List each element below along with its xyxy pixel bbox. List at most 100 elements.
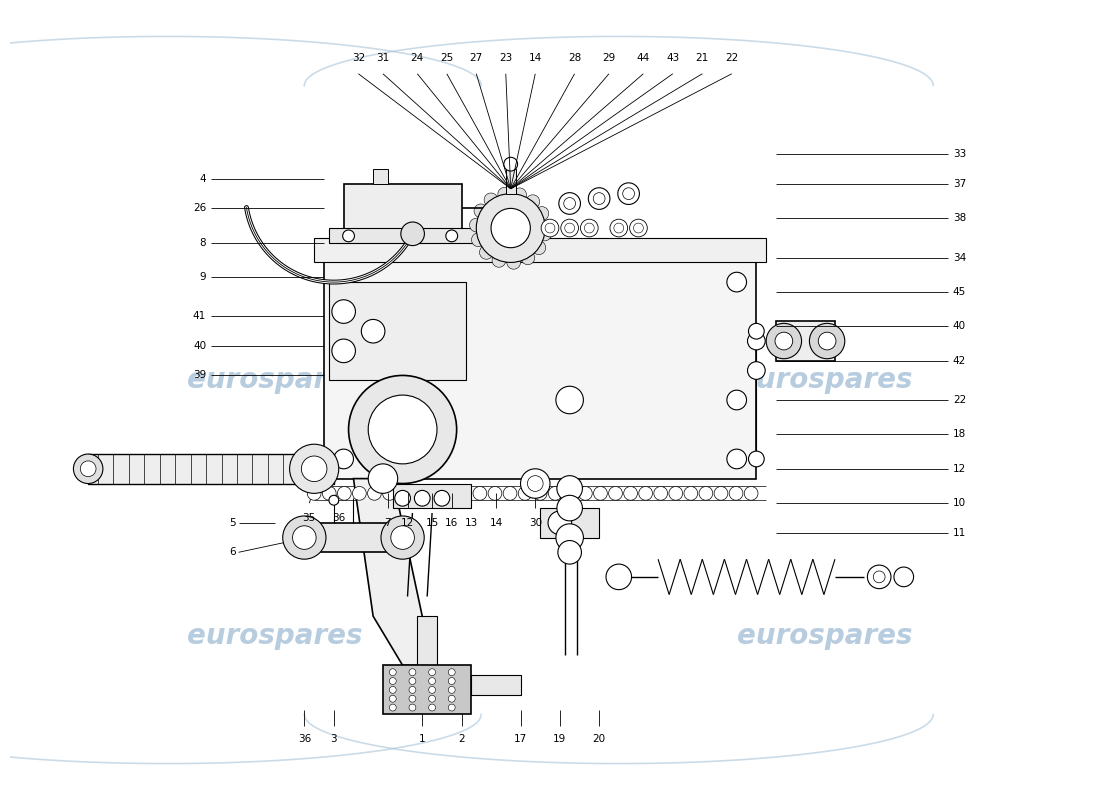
Circle shape [614, 223, 624, 233]
Text: 12: 12 [953, 464, 966, 474]
Bar [305, 523, 403, 552]
Circle shape [361, 319, 385, 343]
Circle shape [429, 686, 436, 694]
Text: 27: 27 [470, 53, 483, 63]
Circle shape [429, 695, 436, 702]
Circle shape [624, 486, 638, 500]
Circle shape [415, 490, 430, 506]
Circle shape [322, 486, 337, 500]
Circle shape [894, 567, 914, 586]
Text: 39: 39 [192, 370, 206, 381]
Circle shape [534, 486, 547, 500]
Circle shape [389, 695, 396, 702]
Text: 10: 10 [953, 498, 966, 508]
Text: eurospares: eurospares [737, 622, 913, 650]
Text: 18: 18 [953, 430, 966, 439]
Bar [373, 169, 388, 184]
Circle shape [472, 233, 485, 246]
Circle shape [521, 251, 535, 265]
Circle shape [564, 198, 575, 210]
Circle shape [343, 230, 354, 242]
Circle shape [492, 254, 506, 267]
Circle shape [449, 669, 455, 676]
Circle shape [332, 300, 355, 323]
Circle shape [594, 486, 607, 500]
Circle shape [684, 486, 697, 500]
Circle shape [727, 390, 747, 410]
Text: 29: 29 [603, 53, 616, 63]
Text: eurospares: eurospares [187, 622, 363, 650]
Circle shape [434, 490, 450, 506]
Text: 38: 38 [953, 214, 966, 223]
Bar [776, 322, 835, 361]
Text: 15: 15 [426, 518, 439, 528]
Text: 9: 9 [199, 272, 206, 282]
Text: 5: 5 [229, 518, 235, 528]
Circle shape [449, 704, 455, 711]
Text: 43: 43 [667, 53, 680, 63]
Circle shape [349, 375, 456, 483]
Text: 11: 11 [953, 528, 966, 538]
Circle shape [389, 669, 396, 676]
Circle shape [498, 187, 512, 201]
Polygon shape [353, 478, 432, 666]
Circle shape [748, 362, 766, 379]
Circle shape [368, 395, 437, 464]
Circle shape [669, 486, 683, 500]
Bar [540, 508, 600, 538]
Circle shape [476, 194, 546, 262]
Circle shape [584, 223, 594, 233]
Text: 16: 16 [446, 518, 459, 528]
Text: 2: 2 [459, 734, 465, 744]
Circle shape [639, 486, 652, 500]
Circle shape [776, 332, 793, 350]
Circle shape [74, 454, 103, 483]
Circle shape [488, 486, 502, 500]
Circle shape [564, 223, 574, 233]
Circle shape [698, 486, 713, 500]
Text: eurospares: eurospares [187, 366, 363, 394]
Text: 26: 26 [192, 203, 206, 214]
Circle shape [541, 219, 559, 237]
Circle shape [606, 564, 631, 590]
Circle shape [548, 511, 572, 534]
Circle shape [338, 486, 351, 500]
Circle shape [538, 221, 552, 235]
Text: 13: 13 [465, 518, 478, 528]
Circle shape [818, 332, 836, 350]
Circle shape [518, 486, 532, 500]
Circle shape [588, 188, 609, 210]
Circle shape [389, 704, 396, 711]
Circle shape [623, 188, 635, 199]
Circle shape [526, 195, 540, 209]
Circle shape [390, 526, 415, 550]
Bar [506, 169, 516, 194]
Bar [324, 262, 757, 478]
Bar [88, 454, 333, 483]
Circle shape [608, 486, 623, 500]
Text: 36: 36 [332, 513, 345, 523]
Text: 30: 30 [529, 518, 542, 528]
Circle shape [557, 495, 582, 521]
Text: 25: 25 [440, 53, 453, 63]
Circle shape [503, 486, 517, 500]
Circle shape [389, 678, 396, 685]
Circle shape [557, 476, 582, 502]
Circle shape [629, 219, 647, 237]
Circle shape [810, 323, 845, 358]
Circle shape [653, 486, 668, 500]
Text: 24: 24 [410, 53, 424, 63]
Text: 12: 12 [400, 518, 414, 528]
Circle shape [368, 464, 398, 494]
Circle shape [409, 678, 416, 685]
Text: 23: 23 [499, 53, 513, 63]
Circle shape [301, 456, 327, 482]
Circle shape [868, 565, 891, 589]
Circle shape [352, 486, 366, 500]
Circle shape [400, 222, 425, 246]
Bar [343, 184, 462, 233]
Circle shape [398, 486, 411, 500]
Circle shape [727, 272, 747, 292]
Circle shape [367, 486, 382, 500]
Text: eurospares: eurospares [737, 366, 913, 394]
